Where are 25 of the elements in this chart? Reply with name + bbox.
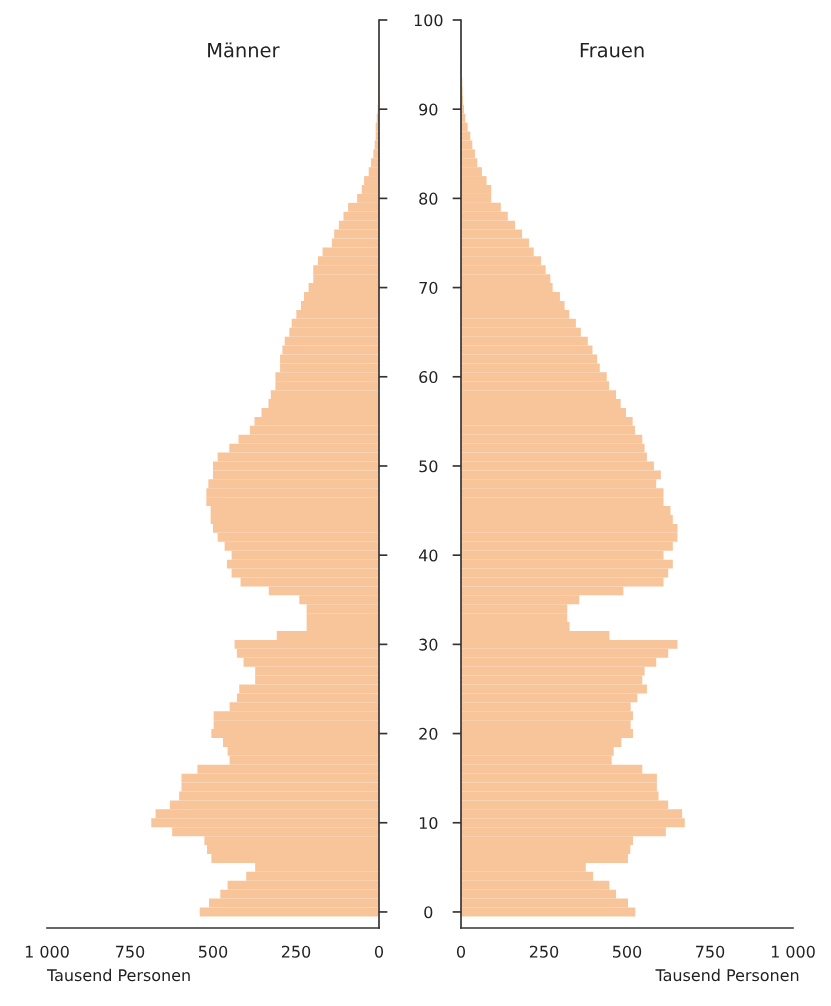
y-tick-label: 90 — [419, 103, 438, 116]
x-tick-label: 500 — [612, 945, 642, 958]
y-tick-label: 30 — [419, 638, 438, 651]
x-tick-label: 750 — [116, 945, 145, 958]
y-tick-label: 80 — [419, 192, 438, 205]
y-tick-label: 50 — [419, 460, 438, 473]
x-axis-title: Tausend Personen — [46, 968, 190, 982]
y-tick-label: 60 — [419, 370, 438, 384]
y-tick-label: 0 — [424, 906, 433, 919]
x-tick-label: 0 — [374, 945, 384, 958]
y-tick-label: 70 — [419, 281, 438, 294]
y-tick-label: 20 — [419, 727, 438, 740]
x-tick-label: 250 — [529, 945, 559, 958]
y-tick-label: 10 — [419, 816, 438, 830]
y-tick-label: 100 — [414, 14, 443, 27]
text: Frauen — [580, 42, 644, 58]
x-tick-label: 500 — [198, 945, 228, 958]
x-tick-label: 1 000 — [771, 945, 815, 958]
text: Männer — [208, 42, 280, 58]
y-tick-label: 40 — [418, 549, 438, 562]
x-tick-label: 750 — [696, 945, 725, 958]
x-tick-label: 250 — [281, 945, 311, 958]
x-tick-label: 1 000 — [25, 945, 69, 958]
x-axis-title: Tausend Personen — [655, 968, 799, 982]
x-tick-label: 0 — [456, 945, 466, 958]
